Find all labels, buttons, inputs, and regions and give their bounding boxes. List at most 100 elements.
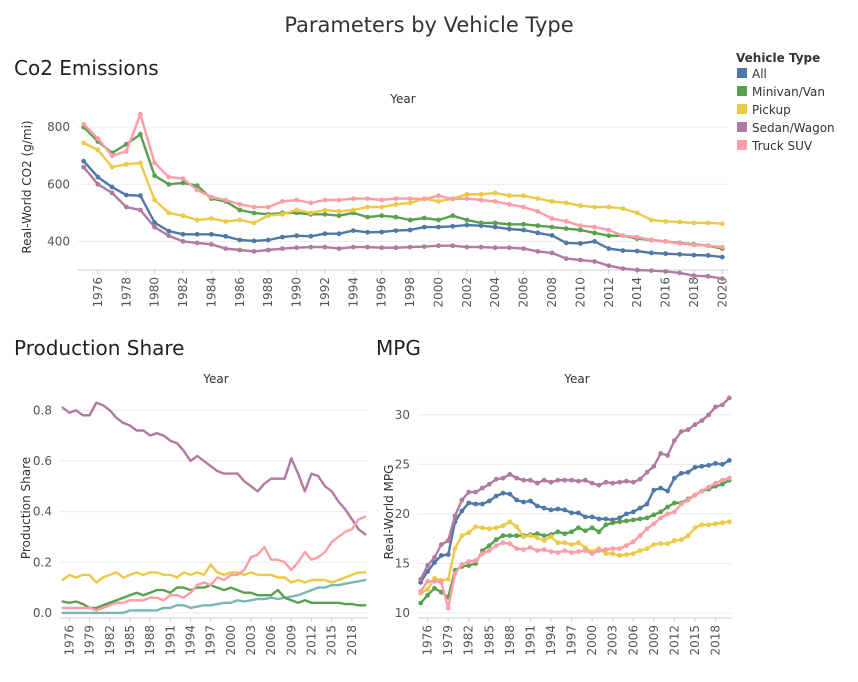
co2-point-sedan-wagon[interactable] <box>578 257 583 263</box>
co2-point-truck-suv[interactable] <box>521 204 526 210</box>
mpg-point-truck-suv[interactable] <box>418 588 424 594</box>
mpg-point-truck-suv[interactable] <box>665 511 670 517</box>
co2-point-pickup[interactable] <box>719 221 725 227</box>
co2-point-minivan-van[interactable] <box>464 217 470 223</box>
mpg-point-sedan-wagon[interactable] <box>589 480 595 486</box>
mpg-point-all[interactable] <box>548 507 554 513</box>
co2-point-truck-suv[interactable] <box>478 197 484 203</box>
co2-point-sedan-wagon[interactable] <box>421 244 427 250</box>
mpg-point-all[interactable] <box>651 487 657 493</box>
co2-point-truck-suv[interactable] <box>549 216 555 222</box>
co2-point-truck-suv[interactable] <box>123 149 129 154</box>
co2-point-all[interactable] <box>606 246 612 252</box>
co2-point-truck-suv[interactable] <box>223 197 229 203</box>
mpg-point-truck-suv[interactable] <box>548 549 554 554</box>
mpg-point-minivan-van[interactable] <box>589 525 595 531</box>
share-series-line-minivan-van[interactable] <box>61 583 367 610</box>
mpg-point-sedan-wagon[interactable] <box>644 469 650 475</box>
co2-point-sedan-wagon[interactable] <box>478 244 484 250</box>
mpg-point-truck-suv[interactable] <box>514 546 520 551</box>
mpg-point-all[interactable] <box>699 463 705 469</box>
co2-point-all[interactable] <box>421 224 427 230</box>
mpg-point-truck-suv[interactable] <box>713 480 718 486</box>
co2-point-truck-suv[interactable] <box>663 239 668 244</box>
co2-point-pickup[interactable] <box>322 207 328 213</box>
mpg-point-all[interactable] <box>562 507 568 513</box>
mpg-point-truck-suv[interactable] <box>610 546 616 551</box>
mpg-point-minivan-van[interactable] <box>507 533 513 539</box>
mpg-point-sedan-wagon[interactable] <box>692 422 698 428</box>
co2-point-truck-suv[interactable] <box>322 197 328 203</box>
mpg-point-all[interactable] <box>528 498 533 504</box>
mpg-point-truck-suv[interactable] <box>672 509 677 515</box>
co2-point-all[interactable] <box>350 228 356 234</box>
mpg-series-line-sedan-wagon[interactable] <box>419 396 731 581</box>
co2-point-truck-suv[interactable] <box>294 197 299 203</box>
mpg-point-all[interactable] <box>630 509 636 515</box>
mpg-point-truck-suv[interactable] <box>603 547 609 552</box>
mpg-point-all[interactable] <box>624 511 629 517</box>
mpg-point-pickup[interactable] <box>617 553 622 558</box>
mpg-point-truck-suv[interactable] <box>644 526 650 532</box>
co2-point-pickup[interactable] <box>492 190 498 196</box>
co2-point-sedan-wagon[interactable] <box>450 243 456 249</box>
mpg-point-sedan-wagon[interactable] <box>706 412 712 418</box>
mpg-point-all[interactable] <box>541 505 547 511</box>
co2-point-pickup[interactable] <box>478 191 484 197</box>
co2-point-truck-suv[interactable] <box>634 234 640 240</box>
mpg-point-all[interactable] <box>555 506 561 512</box>
co2-point-minivan-van[interactable] <box>365 214 370 220</box>
legend-label-all[interactable]: All <box>752 67 767 81</box>
co2-point-truck-suv[interactable] <box>237 201 243 207</box>
co2-point-all[interactable] <box>634 248 640 254</box>
co2-point-sedan-wagon[interactable] <box>634 267 640 273</box>
mpg-point-pickup[interactable] <box>562 540 568 546</box>
mpg-point-pickup[interactable] <box>452 546 458 551</box>
co2-point-truck-suv[interactable] <box>578 223 583 229</box>
co2-series-line-pickup[interactable] <box>82 141 724 225</box>
co2-point-minivan-van[interactable] <box>194 183 200 189</box>
mpg-point-all[interactable] <box>720 461 725 467</box>
mpg-point-sedan-wagon[interactable] <box>534 480 540 486</box>
co2-point-pickup[interactable] <box>350 207 356 213</box>
mpg-point-all[interactable] <box>445 552 451 557</box>
mpg-point-minivan-van[interactable] <box>466 563 472 568</box>
mpg-point-pickup[interactable] <box>528 533 533 539</box>
co2-point-truck-suv[interactable] <box>265 204 271 210</box>
co2-point-sedan-wagon[interactable] <box>109 190 115 196</box>
co2-point-pickup[interactable] <box>606 204 612 210</box>
co2-point-minivan-van[interactable] <box>521 221 526 227</box>
co2-point-truck-suv[interactable] <box>81 121 87 127</box>
mpg-point-all[interactable] <box>672 475 677 481</box>
co2-point-all[interactable] <box>365 229 370 235</box>
mpg-point-sedan-wagon[interactable] <box>541 477 547 483</box>
share-series-line-pickup[interactable] <box>61 563 367 584</box>
mpg-point-all[interactable] <box>678 470 684 476</box>
co2-point-truck-suv[interactable] <box>492 199 498 204</box>
mpg-point-pickup[interactable] <box>603 551 609 556</box>
co2-point-all[interactable] <box>393 228 399 234</box>
co2-point-all[interactable] <box>194 231 200 237</box>
co2-point-sedan-wagon[interactable] <box>691 273 697 279</box>
mpg-point-truck-suv[interactable] <box>706 484 712 490</box>
mpg-point-sedan-wagon[interactable] <box>672 438 677 443</box>
co2-point-minivan-van[interactable] <box>180 180 186 186</box>
co2-point-all[interactable] <box>592 239 597 244</box>
co2-point-pickup[interactable] <box>436 199 441 204</box>
co2-point-sedan-wagon[interactable] <box>606 263 612 269</box>
co2-point-pickup[interactable] <box>265 213 271 219</box>
mpg-point-sedan-wagon[interactable] <box>459 497 465 503</box>
co2-point-sedan-wagon[interactable] <box>166 233 172 239</box>
co2-point-truck-suv[interactable] <box>450 196 456 202</box>
co2-point-pickup[interactable] <box>209 216 214 222</box>
co2-point-truck-suv[interactable] <box>421 196 427 202</box>
co2-point-sedan-wagon[interactable] <box>464 244 470 250</box>
mpg-point-pickup[interactable] <box>466 530 472 536</box>
co2-point-pickup[interactable] <box>251 220 257 226</box>
co2-point-sedan-wagon[interactable] <box>152 224 158 230</box>
co2-point-pickup[interactable] <box>578 203 583 209</box>
co2-point-truck-suv[interactable] <box>308 200 314 206</box>
co2-point-sedan-wagon[interactable] <box>95 181 101 187</box>
legend-label-minivan-van[interactable]: Minivan/Van <box>752 85 825 99</box>
mpg-point-minivan-van[interactable] <box>569 529 574 535</box>
